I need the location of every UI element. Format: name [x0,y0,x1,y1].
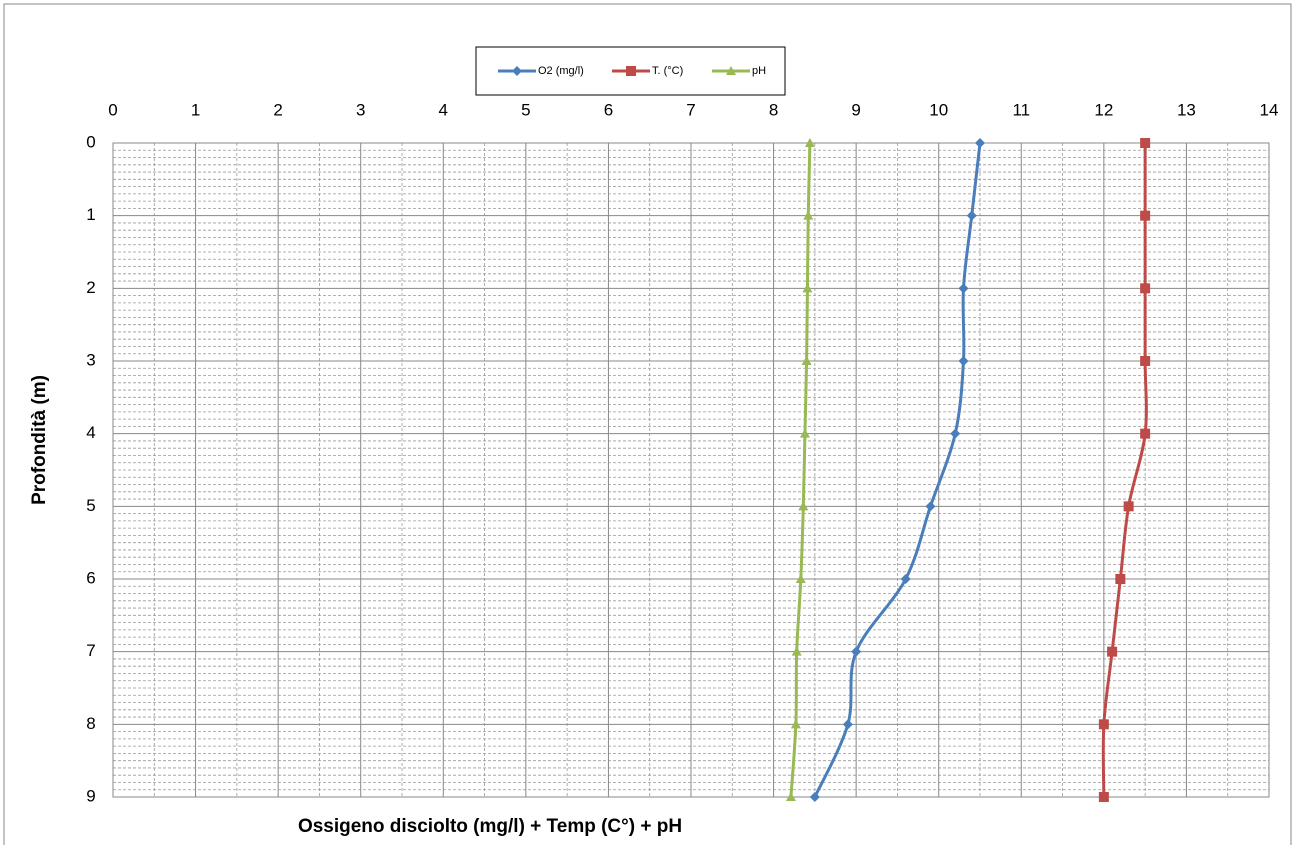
series-line [789,142,812,798]
y-axis-title: Profondità (m) [29,375,50,505]
marker [966,210,977,221]
marker [803,210,814,220]
marker [925,501,936,512]
marker [802,283,813,293]
y-tick-label: 3 [86,350,95,369]
marker [791,646,802,656]
x-tick-label: 7 [686,100,695,119]
marker [1140,210,1151,221]
marker [790,719,801,729]
marker [1140,138,1151,148]
x-tick-label: 11 [1012,100,1030,119]
marker [726,66,736,75]
marker [1140,356,1151,366]
marker [799,428,810,438]
marker [512,66,522,76]
y-tick-label: 9 [86,786,95,805]
marker [801,356,812,365]
marker [798,501,809,511]
x-axis-title: Ossigeno disciolto (mg/l) + Temp (C°) + … [298,816,682,837]
marker [1098,792,1109,802]
x-tick-label: 4 [439,100,448,119]
marker [1107,646,1118,657]
marker [958,356,969,366]
chart-border [3,3,1292,850]
marker [851,646,862,657]
plot-frame [112,142,1270,798]
marker [950,428,961,439]
marker [900,574,911,584]
marker [804,138,815,147]
marker [795,574,806,583]
y-tick-label: 4 [86,423,95,442]
x-tick-label: 3 [356,100,365,119]
marker [626,66,636,76]
marker [975,138,985,148]
x-tick-label: 1 [191,100,200,119]
x-tick-label: 10 [929,100,948,119]
marker [785,792,796,801]
y-tick-label: 6 [86,568,95,587]
x-tick-label: 0 [108,100,117,119]
x-tick-label: 5 [521,100,530,119]
marker [842,719,853,730]
series-line [813,142,982,798]
x-tick-label: 2 [273,100,282,119]
marker [1140,283,1151,294]
marker [809,792,820,802]
marker [1098,719,1109,730]
x-tick-label: 12 [1094,100,1113,119]
y-tick-label: 8 [86,714,95,733]
marker [958,283,969,294]
series-line [1101,142,1148,798]
x-tick-label: 6 [604,100,613,119]
y-tick-label: 0 [86,132,95,151]
x-tick-label: 8 [769,100,778,119]
marker [1123,501,1134,512]
legend-label: T. (°C) [652,65,683,77]
y-tick-label: 1 [86,205,95,224]
y-tick-label: 2 [86,278,95,297]
x-tick-label: 9 [851,100,860,119]
legend-label: pH [752,65,766,77]
x-tick-label: 13 [1177,100,1196,119]
y-tick-label: 7 [86,641,95,660]
x-tick-label: 14 [1260,100,1279,119]
y-tick-label: 5 [86,496,95,515]
legend-label: O2 (mg/l) [538,65,584,77]
marker [1115,574,1126,584]
marker [1140,428,1151,439]
